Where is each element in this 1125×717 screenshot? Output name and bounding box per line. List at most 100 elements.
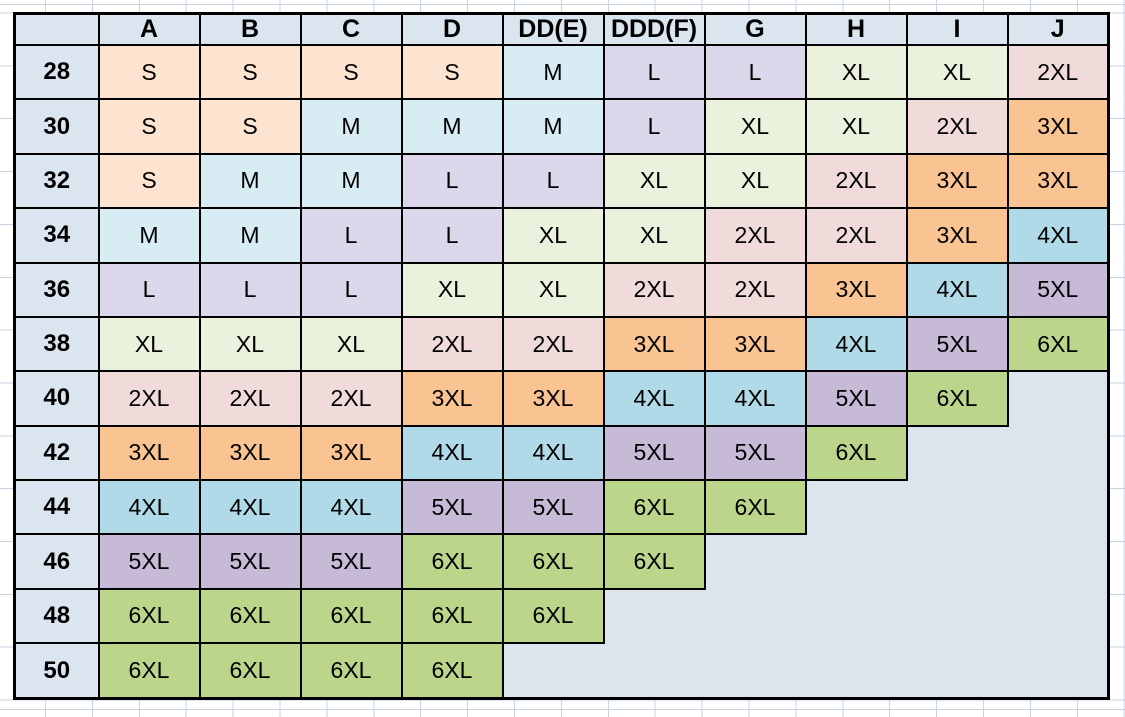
size-cell: 4XL	[1006, 207, 1110, 264]
band-size-label: 28	[13, 43, 100, 101]
size-cell: 2XL	[400, 315, 504, 373]
band-size-label: 48	[13, 587, 100, 645]
size-cell: L	[97, 261, 201, 318]
size-cell: L	[400, 207, 504, 264]
size-cell: 4XL	[501, 424, 605, 482]
size-cell: 5XL	[703, 424, 807, 482]
table-row-band-36: 36 L L L XL XL 2XL 2XL 3XL 4XL 5XL	[13, 261, 1110, 318]
size-cell: 6XL	[501, 587, 605, 645]
column-header-dde: DD(E)	[501, 12, 605, 46]
size-cell: 3XL	[1006, 152, 1110, 210]
size-cell: 3XL	[400, 370, 504, 427]
size-cell: 6XL	[905, 370, 1009, 427]
empty-cell	[906, 425, 1008, 480]
size-cell: L	[400, 152, 504, 210]
size-cell: L	[602, 43, 706, 101]
empty-cell	[1007, 534, 1109, 589]
size-cell: 5XL	[804, 370, 908, 427]
band-size-label: 40	[13, 370, 100, 427]
band-size-label: 34	[13, 207, 100, 264]
size-cell: 5XL	[1006, 261, 1110, 318]
size-cell: 4XL	[97, 478, 201, 536]
size-cell: 5XL	[501, 478, 605, 536]
size-cell: 2XL	[299, 370, 403, 427]
empty-cell	[704, 643, 806, 699]
size-cell: M	[198, 207, 302, 264]
size-cell: 2XL	[198, 370, 302, 427]
size-cell: 6XL	[299, 642, 403, 700]
size-cell: S	[299, 43, 403, 101]
column-header-i: I	[905, 12, 1009, 46]
size-cell: 6XL	[804, 424, 908, 482]
empty-cell	[1007, 425, 1109, 480]
size-cell: XL	[703, 152, 807, 210]
column-header-b: B	[198, 12, 302, 46]
size-cell: 6XL	[400, 587, 504, 645]
table-row-band-48: 48 6XL 6XL 6XL 6XL 6XL	[13, 587, 1109, 645]
size-cell: 3XL	[501, 370, 605, 427]
size-cell: S	[198, 43, 302, 101]
size-cell: 3XL	[905, 207, 1009, 264]
size-cell: XL	[198, 315, 302, 373]
size-cell: 4XL	[198, 478, 302, 536]
size-cell: S	[400, 43, 504, 101]
empty-cell	[1007, 643, 1109, 699]
size-cell: 3XL	[905, 152, 1009, 210]
size-cell: 5XL	[905, 315, 1009, 373]
empty-cell	[704, 588, 806, 644]
size-cell: M	[501, 98, 605, 155]
table-row-band-38: 38 XL XL XL 2XL 2XL 3XL 3XL 4XL 5XL 6XL	[13, 315, 1110, 373]
header-row: A B C D DD(E) DDD(F) G H I J	[13, 12, 1110, 46]
column-header-h: H	[804, 12, 908, 46]
size-cell: S	[97, 152, 201, 210]
table-row-band-34: 34 M M L L XL XL 2XL 2XL 3XL 4XL	[13, 207, 1110, 264]
gridline-bottom	[0, 709, 1125, 710]
size-cell: M	[97, 207, 201, 264]
size-cell: 3XL	[1006, 98, 1110, 155]
size-cell: 6XL	[602, 533, 706, 590]
size-chart-table: A B C D DD(E) DDD(F) G H I J 28 S S S S M L L XL XL 2XL 30 S S…	[13, 12, 1110, 700]
band-size-label: 38	[13, 315, 100, 373]
table-row-band-44: 44 4XL 4XL 4XL 5XL 5XL 6XL 6XL	[13, 478, 1109, 536]
band-size-label: 46	[13, 533, 100, 590]
band-size-label: 50	[13, 642, 100, 700]
size-cell: 6XL	[97, 642, 201, 700]
table-body: 28 S S S S M L L XL XL 2XL 30 S S M M M L XL XL 2XL 3XL 32 S M M L…	[13, 43, 1110, 700]
size-cell: L	[198, 261, 302, 318]
size-cell: 2XL	[905, 98, 1009, 155]
band-size-label: 30	[13, 98, 100, 155]
size-cell: 6XL	[198, 587, 302, 645]
column-header-d: D	[400, 12, 504, 46]
size-cell: L	[299, 261, 403, 318]
size-cell: 3XL	[299, 424, 403, 482]
band-size-label: 44	[13, 478, 100, 536]
size-cell: 3XL	[602, 315, 706, 373]
size-cell: L	[703, 43, 807, 101]
size-cell: XL	[299, 315, 403, 373]
empty-cell	[906, 643, 1008, 699]
size-cell: 6XL	[501, 533, 605, 590]
size-cell: M	[400, 98, 504, 155]
size-cell: 2XL	[97, 370, 201, 427]
size-cell: 6XL	[97, 587, 201, 645]
size-cell: 6XL	[703, 478, 807, 536]
size-cell: 6XL	[602, 478, 706, 536]
size-cell: 2XL	[602, 261, 706, 318]
column-header-c: C	[299, 12, 403, 46]
size-cell: 2XL	[804, 207, 908, 264]
size-cell: 3XL	[198, 424, 302, 482]
size-cell: L	[602, 98, 706, 155]
size-cell: 6XL	[198, 642, 302, 700]
size-cell: XL	[400, 261, 504, 318]
empty-cell	[1007, 588, 1109, 644]
gridline-top	[0, 4, 1125, 5]
size-cell: M	[501, 43, 605, 101]
size-cell: 6XL	[1006, 315, 1110, 373]
band-size-label: 36	[13, 261, 100, 318]
size-cell: 6XL	[299, 587, 403, 645]
empty-cell	[502, 643, 604, 699]
empty-cell	[603, 588, 705, 644]
size-cell: 5XL	[97, 533, 201, 590]
size-cell: XL	[905, 43, 1009, 101]
